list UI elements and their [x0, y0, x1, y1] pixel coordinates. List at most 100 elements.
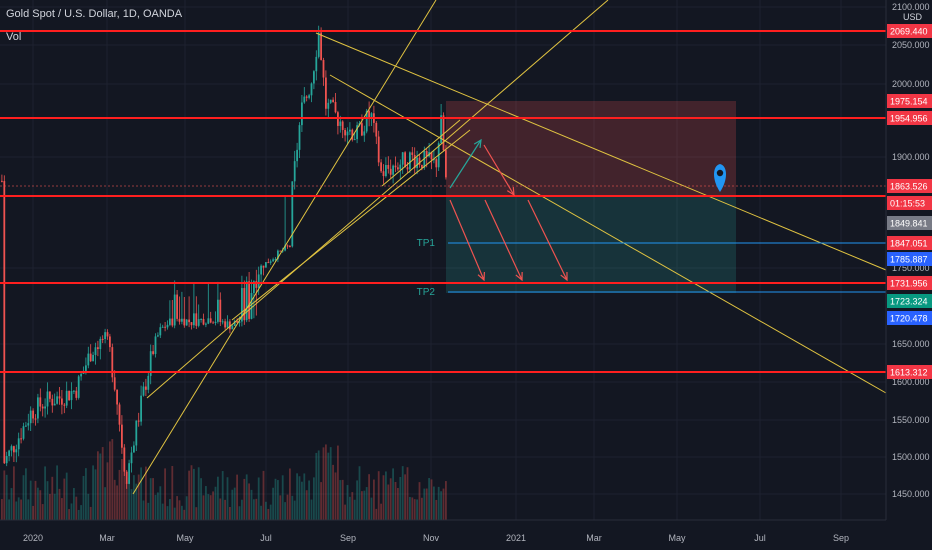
candle-body [401, 152, 404, 165]
arrow-head [560, 271, 568, 282]
symbol-title[interactable]: Gold Spot / U.S. Dollar, 1D, OANDA [6, 8, 183, 20]
candle-body [334, 102, 337, 113]
candle-body [327, 102, 330, 109]
price-tag: 1849.841 [887, 216, 932, 230]
volume-bar [39, 490, 42, 520]
volume-bar [116, 485, 118, 520]
price-tag-label: 1731.956 [890, 279, 928, 289]
volume-bar [262, 470, 265, 520]
candle-body [202, 318, 205, 325]
candle-body [305, 96, 308, 98]
volume-bar [140, 467, 142, 520]
volume-bar [200, 478, 202, 520]
volume-bar [202, 495, 205, 520]
volume-bar [339, 480, 342, 520]
volume-bar [308, 480, 310, 520]
candle-body [97, 347, 99, 350]
volume-bar [217, 476, 219, 520]
price-tag-bg [887, 311, 932, 325]
volume-bar [207, 494, 210, 520]
volume-bar [161, 503, 164, 520]
candle-body [353, 139, 356, 141]
volume-bar [265, 501, 267, 520]
volume-bar [10, 488, 13, 520]
candle-body [255, 281, 258, 288]
candle-body [3, 181, 6, 464]
price-tag-label: 1720.478 [890, 314, 928, 324]
projection-arrow [483, 144, 515, 196]
candle-body [133, 445, 135, 453]
volume-bar [101, 447, 104, 520]
volume-bar [274, 478, 277, 520]
volume-bar [159, 486, 162, 520]
price-axis-label: 1600.000 [892, 377, 930, 387]
candle-body [356, 125, 358, 140]
candle-body [298, 125, 301, 150]
volume-bar [137, 474, 140, 520]
candle-body [77, 376, 80, 398]
volume-bar [413, 499, 416, 520]
volume-bar [209, 495, 212, 520]
candle-body [214, 321, 217, 323]
volume-bar [325, 444, 327, 520]
candle-body [164, 326, 166, 328]
candle-body [73, 390, 75, 392]
volume-bar [68, 509, 70, 520]
price-tag-label: 1975.154 [890, 97, 928, 107]
volume-indicator-label[interactable]: Vol [6, 31, 22, 43]
candle-body [291, 181, 294, 247]
volume-bar [409, 496, 411, 520]
volume-bar [440, 491, 442, 520]
candle-body [29, 410, 32, 424]
candle-body [445, 150, 447, 178]
candle-body [188, 319, 190, 323]
candle-body [217, 299, 219, 322]
volume-bar [305, 490, 308, 520]
volume-bar [241, 499, 243, 520]
candle-body [58, 396, 61, 399]
volume-bar [327, 452, 330, 520]
volume-bar [195, 507, 198, 520]
candle-body [442, 115, 445, 151]
candle-body [339, 121, 342, 126]
price-tag-label: 1863.526 [890, 182, 928, 192]
volume-bar [58, 488, 61, 520]
candle-body [44, 406, 46, 409]
volume-bar [190, 465, 193, 520]
volume-bar [442, 488, 445, 520]
candle-body [248, 281, 250, 319]
candle-body [404, 152, 406, 168]
volume-bar [178, 500, 181, 520]
volume-bar [238, 506, 241, 520]
volume-bar [87, 493, 90, 520]
volume-bar [63, 478, 66, 520]
volume-bar [13, 466, 15, 520]
volume-bar [404, 474, 406, 520]
time-axis-label: 2021 [506, 533, 526, 543]
volume-bar [221, 471, 224, 520]
price-axis-label: 2050.000 [892, 40, 930, 50]
volume-bar [329, 447, 332, 520]
volume-bar [433, 486, 435, 520]
volume-bar [104, 487, 106, 520]
candle-body [152, 351, 154, 354]
candle-body [430, 152, 433, 160]
volume-bar [392, 468, 394, 520]
trend-lines [132, 0, 887, 495]
candle-body [178, 318, 181, 322]
volume-bar [315, 452, 318, 520]
candle-body [269, 261, 272, 263]
candle-body [142, 386, 145, 396]
candle-body [329, 99, 332, 103]
candle-body [171, 318, 174, 326]
volume-bar [169, 499, 171, 520]
candle-body [51, 398, 54, 406]
price-axis-label: 1900.000 [892, 152, 930, 162]
candle-body [416, 157, 418, 169]
volume-bar [286, 494, 289, 520]
candle-body [315, 56, 318, 72]
volume-bar [229, 506, 231, 520]
candle-body [41, 406, 44, 409]
candle-body [205, 323, 207, 325]
